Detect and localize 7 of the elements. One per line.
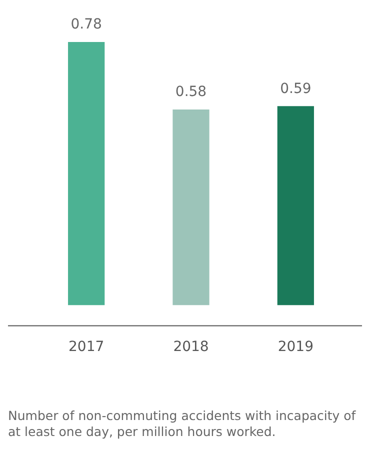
data-label: 0.59: [280, 80, 312, 97]
data-label: 0.58: [175, 84, 207, 100]
text: Number of non-commuting accidents with incapacity of at least one day, per million hours worked.: [8, 408, 357, 440]
x-tick-label: 2018: [173, 339, 209, 356]
data-label: 0.78: [70, 16, 102, 33]
x-tick-label: 2019: [278, 339, 314, 356]
x-tick-label: 2017: [68, 339, 104, 356]
